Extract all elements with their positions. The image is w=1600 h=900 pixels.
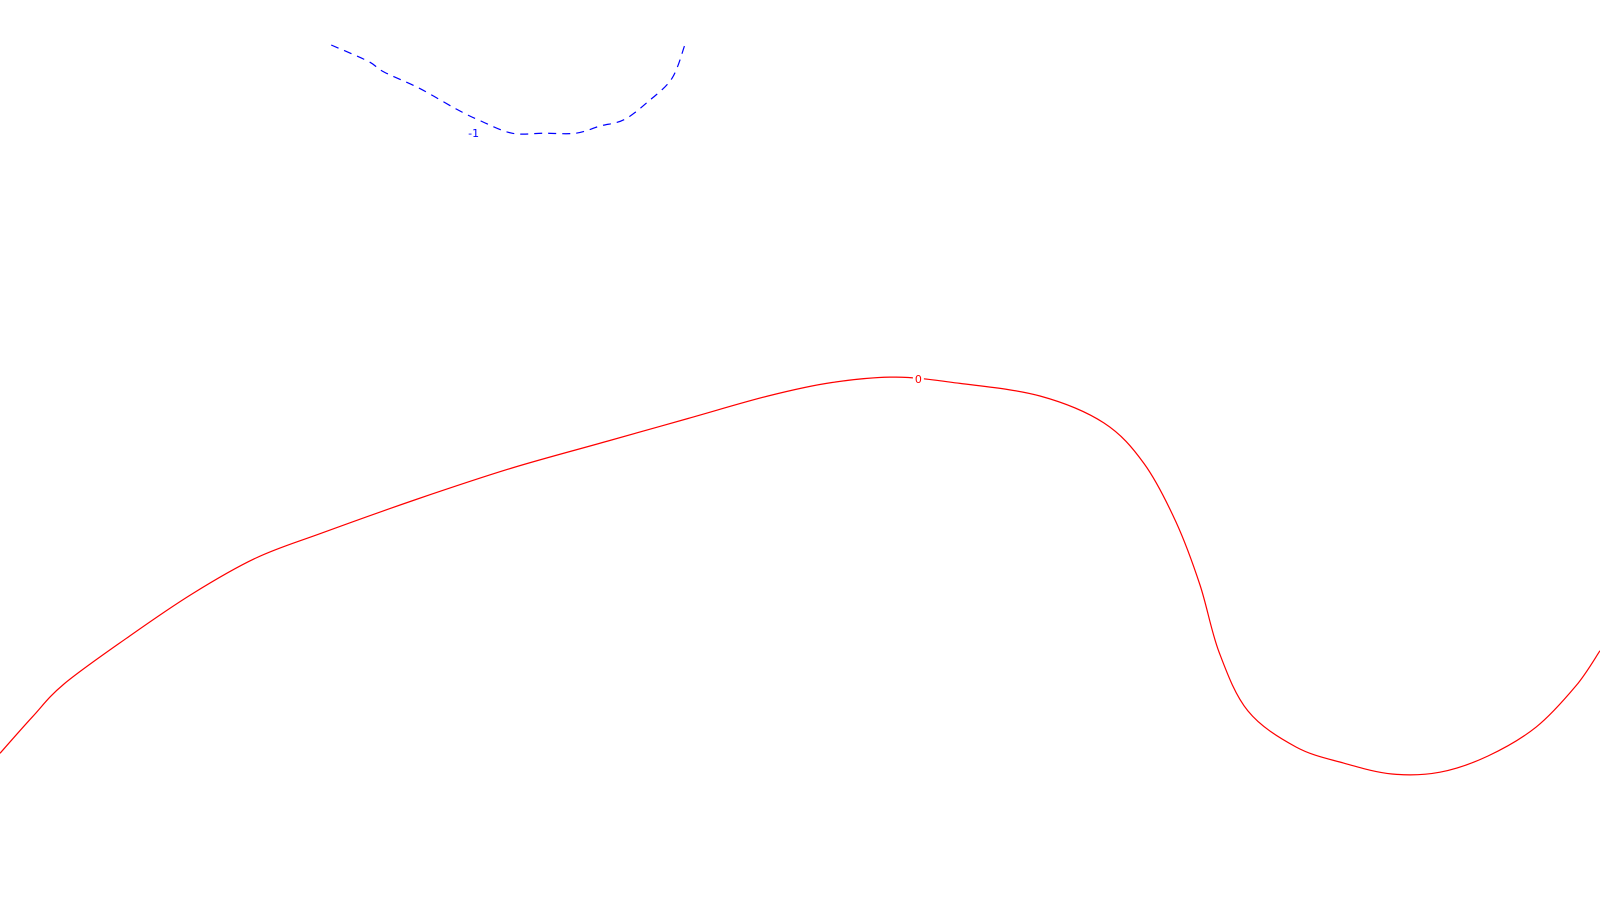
contour-labels-group: -1 0	[464, 126, 924, 386]
contour-label-0: 0	[915, 373, 922, 386]
contour-line-level-0	[0, 376, 1600, 776]
contour-line-level-neg1	[330, 44, 686, 135]
contour-label-background	[464, 126, 483, 140]
contour-label-background	[912, 371, 924, 385]
contour-label-neg1: -1	[468, 127, 479, 140]
contour-lines-group	[0, 44, 1600, 776]
